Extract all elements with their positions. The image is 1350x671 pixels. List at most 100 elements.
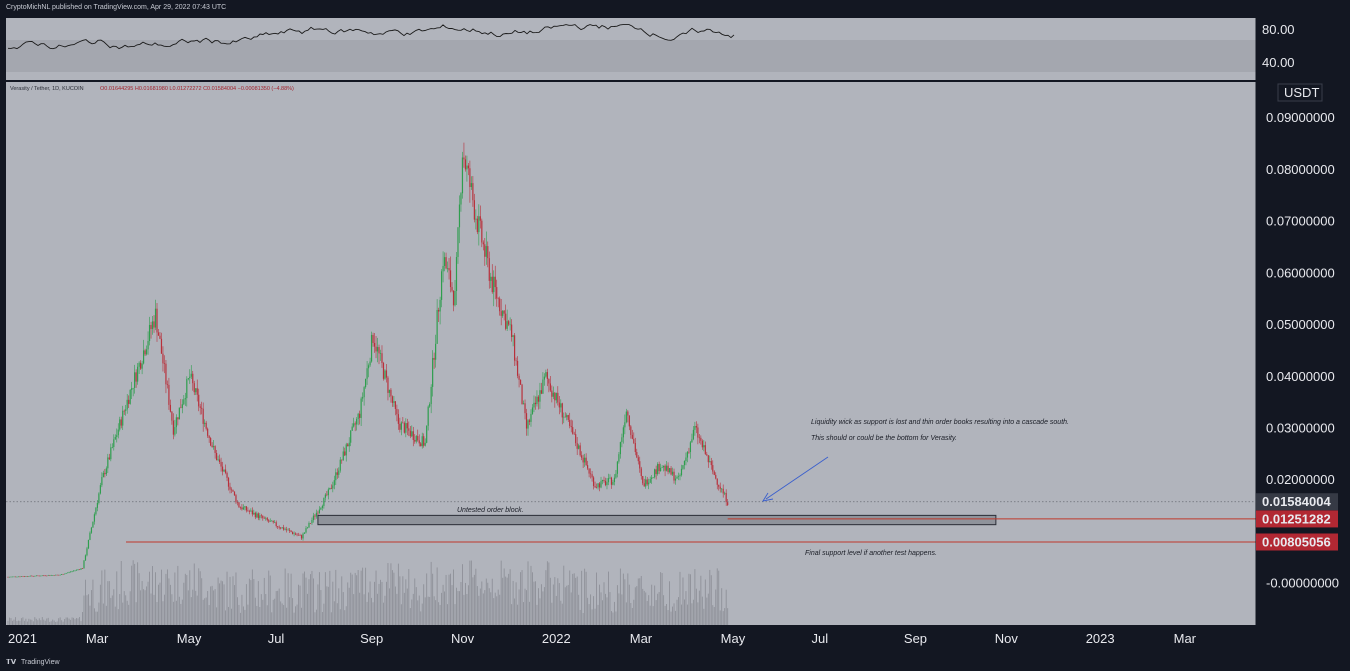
price-axis[interactable]: 0.09000000 0.08000000 0.07000000 0.06000000… bbox=[1266, 110, 1339, 590]
candle-body bbox=[294, 533, 297, 535]
volume-bar bbox=[608, 571, 609, 625]
volume-bar bbox=[380, 579, 381, 625]
candle-body bbox=[142, 350, 145, 364]
volume-bar bbox=[628, 584, 630, 625]
volume-bar bbox=[414, 578, 416, 625]
volume-bar bbox=[660, 572, 662, 625]
volume-bar bbox=[727, 608, 729, 625]
volume-bar bbox=[426, 573, 428, 625]
volume-bar bbox=[95, 611, 97, 625]
candle-body bbox=[93, 514, 96, 522]
volume-bar bbox=[117, 609, 119, 625]
candle-body bbox=[400, 422, 402, 430]
candle-body bbox=[393, 401, 395, 403]
volume-bar bbox=[537, 588, 539, 625]
candle-body bbox=[28, 576, 30, 577]
candle-body bbox=[482, 242, 484, 245]
volume-bar bbox=[569, 570, 571, 625]
volume-bar bbox=[609, 592, 611, 625]
candle-body bbox=[615, 473, 617, 478]
candle-body bbox=[469, 168, 471, 188]
candle-body bbox=[14, 576, 17, 578]
candle-body bbox=[323, 497, 325, 506]
candle-body bbox=[291, 532, 294, 534]
volume-bar bbox=[262, 599, 264, 625]
volume-bar bbox=[350, 572, 352, 625]
candle-body bbox=[362, 397, 364, 399]
candle-body bbox=[506, 321, 508, 329]
volume-bar bbox=[600, 592, 602, 625]
volume-bar bbox=[76, 618, 77, 625]
candle-body bbox=[221, 466, 224, 472]
volume-bar bbox=[232, 576, 234, 625]
time-axis[interactable]: 2021 Mar May Jul Sep Nov 2022 Mar May Jul Sep Nov 20… bbox=[8, 631, 1197, 646]
volume-bar bbox=[111, 595, 113, 625]
volume-bar bbox=[73, 617, 75, 625]
volume-bar bbox=[365, 567, 367, 625]
candle-body bbox=[339, 459, 341, 471]
volume-bar bbox=[271, 612, 273, 625]
volume-bar bbox=[490, 592, 492, 625]
order-block[interactable] bbox=[317, 514, 997, 526]
volume-bar bbox=[612, 612, 614, 625]
price-tick-label: 0.04000000 bbox=[1266, 369, 1335, 384]
volume-bar bbox=[524, 588, 526, 625]
volume-bar bbox=[621, 594, 623, 625]
volume-bar bbox=[369, 581, 371, 625]
candle-body bbox=[503, 310, 505, 314]
candle-body bbox=[528, 420, 531, 422]
candle-body bbox=[238, 502, 240, 508]
candle-body bbox=[175, 417, 177, 428]
volume-bar bbox=[307, 593, 308, 625]
candle-body bbox=[50, 575, 52, 576]
volume-bar bbox=[164, 594, 165, 625]
candle-body bbox=[454, 291, 456, 306]
volume-bar bbox=[505, 576, 507, 625]
price-tag-label: 0.00805056 bbox=[1262, 534, 1331, 549]
candle-body bbox=[679, 475, 681, 477]
candle-body bbox=[542, 379, 544, 394]
time-tick-label: 2023 bbox=[1086, 631, 1115, 646]
volume-bar bbox=[193, 563, 195, 625]
candle-body bbox=[132, 387, 134, 389]
volume-bar bbox=[651, 584, 653, 625]
price-chart[interactable]: 80.00 40.00 Verasity / Tether, 1D, KUCOI… bbox=[0, 16, 1350, 655]
volume-bar bbox=[682, 577, 684, 625]
volume-bar bbox=[195, 590, 197, 625]
candle-body bbox=[162, 353, 164, 364]
candle-body bbox=[594, 486, 596, 488]
candle-body bbox=[704, 445, 706, 455]
volume-bar bbox=[228, 606, 229, 625]
candle-body bbox=[646, 479, 648, 485]
candle-body bbox=[216, 452, 218, 461]
candle-body bbox=[697, 427, 699, 438]
candle-body bbox=[438, 309, 440, 312]
volume-bar bbox=[496, 596, 498, 625]
rsi-line bbox=[7, 24, 735, 50]
volume-bar bbox=[62, 621, 64, 625]
volume-bar bbox=[429, 596, 431, 625]
volume-bar bbox=[497, 589, 499, 625]
brand-bar: 𝗧𝗩 TradingView bbox=[0, 655, 1350, 671]
volume-bar bbox=[53, 620, 55, 625]
volume-bar bbox=[28, 618, 30, 625]
volume-bar bbox=[463, 594, 465, 625]
volume-bar bbox=[38, 618, 40, 625]
volume-bar bbox=[266, 605, 268, 625]
candle-body bbox=[111, 447, 113, 448]
volume-bar bbox=[71, 617, 73, 625]
candle-body bbox=[524, 403, 526, 414]
volume-bar bbox=[301, 607, 302, 625]
candle-body bbox=[110, 447, 112, 460]
volume-bar bbox=[469, 560, 471, 625]
candle-body bbox=[721, 488, 723, 490]
candle-body bbox=[609, 477, 611, 479]
volume-bar bbox=[573, 573, 575, 625]
volume-bar bbox=[237, 597, 238, 625]
volume-bar bbox=[591, 609, 593, 625]
volume-bar bbox=[172, 601, 174, 625]
volume-bar bbox=[599, 584, 600, 625]
volume-bar bbox=[123, 591, 125, 625]
volume-bar bbox=[472, 577, 474, 625]
candle-body bbox=[625, 411, 627, 423]
